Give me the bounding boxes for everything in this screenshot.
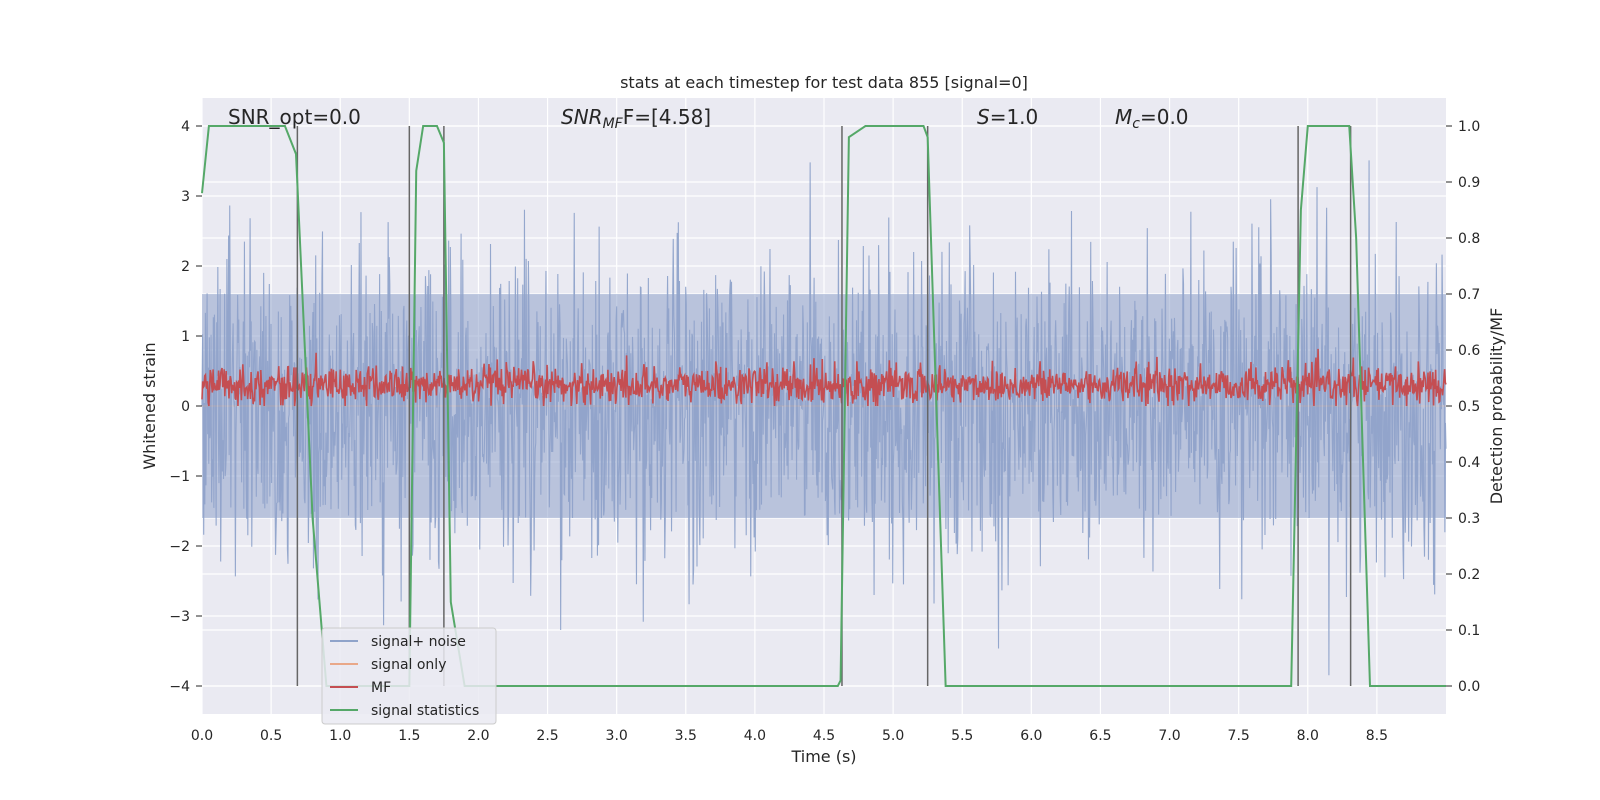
y-right-tick-label: 0.7 [1458,287,1480,303]
y-right-tick-label: 0.4 [1458,455,1480,471]
y-left-tick-label: −1 [169,469,190,485]
vertical-markers [296,126,1352,686]
y-right-tick-label: 1.0 [1458,119,1480,135]
annotation-s: S=1.0 [977,105,1038,129]
x-tick-label: 7.0 [1158,728,1180,744]
annotation-mc-value: =0.0 [1140,105,1189,129]
annotation-snr-mf: SNRMFF=[4.58] [561,105,711,132]
y-left-tick-label: 0 [181,399,190,415]
x-tick-label: 3.5 [675,728,697,744]
x-tick-label: 8.5 [1366,728,1388,744]
y-right-tick-label: 0.8 [1458,231,1480,247]
x-tick-label: 6.5 [1089,728,1111,744]
x-tick-label: 2.5 [536,728,558,744]
y-left-tick-label: −3 [169,609,190,625]
annotation-mc-sub: c [1132,116,1140,132]
x-tick-label: 7.5 [1228,728,1250,744]
y-left-tick-label: 1 [181,329,190,345]
y-right-tick-label: 0.6 [1458,343,1480,359]
y-right-tick-label: 0.9 [1458,175,1480,191]
legend: signal+ noise signal only MF signal stat… [321,627,497,725]
x-tick-label: 5.0 [882,728,904,744]
y-axis-right-label: Detection probability/MF [1487,308,1506,505]
y-left-tick-label: 4 [181,119,190,135]
x-tick-label: 8.0 [1297,728,1319,744]
y-right-tick-label: 0.1 [1458,623,1480,639]
annotation-snr-mf-main: SNR [561,105,603,129]
y-left-tick-label: −2 [169,539,190,555]
y-axis-left-label: Whitened strain [140,342,159,469]
x-axis-ticks: 0.0 0.5 1.0 1.5 2.0 2.5 3.0 3.5 4.0 4.5 5.0 5.5 6.0 6… [191,728,1388,744]
y-right-tick-label: 0.3 [1458,511,1480,527]
y-right-tick-label: 0.0 [1458,679,1480,695]
x-tick-label: 0.0 [191,728,213,744]
annotation-snr-mf-sub: MF [603,116,624,132]
y-left-tick-label: 2 [181,259,190,275]
y-axis-left-ticks: −4 −3 −2 −1 0 1 2 3 4 [169,119,202,695]
chart-title: stats at each timestep for test data 855… [620,73,1028,92]
annotation-mc-main: M [1115,105,1132,129]
y-left-tick-label: 3 [181,189,190,205]
y-axis-right-ticks: 0.0 0.1 0.2 0.3 0.4 0.5 0.6 0.7 0.8 0.9 1.0 [1446,119,1480,695]
x-tick-label: 4.5 [813,728,835,744]
legend-label-mf: MF [371,680,391,696]
legend-label-signal-noise: signal+ noise [371,634,466,650]
legend-label-signal-statistics: signal statistics [371,703,479,719]
x-tick-label: 5.5 [951,728,973,744]
annotation-s-value: =1.0 [990,105,1039,129]
annotation-snr-opt: SNR_opt=0.0 [228,105,361,129]
legend-label-signal-only: signal only [371,657,446,673]
annotation-snr-mf-value: F=[4.58] [623,105,711,129]
x-tick-label: 3.0 [606,728,628,744]
x-tick-label: 4.0 [744,728,766,744]
x-tick-label: 6.0 [1020,728,1042,744]
y-right-tick-label: 0.5 [1458,399,1480,415]
x-tick-label: 1.5 [398,728,420,744]
annotation-s-main: S [977,105,990,129]
legend-box [321,627,497,725]
x-axis-label: Time (s) [790,747,856,766]
annotation-mc: Mc=0.0 [1115,105,1189,132]
x-tick-label: 2.0 [467,728,489,744]
y-right-tick-label: 0.2 [1458,567,1480,583]
x-tick-label: 1.0 [329,728,351,744]
y-left-tick-label: −4 [169,679,190,695]
x-tick-label: 0.5 [260,728,282,744]
